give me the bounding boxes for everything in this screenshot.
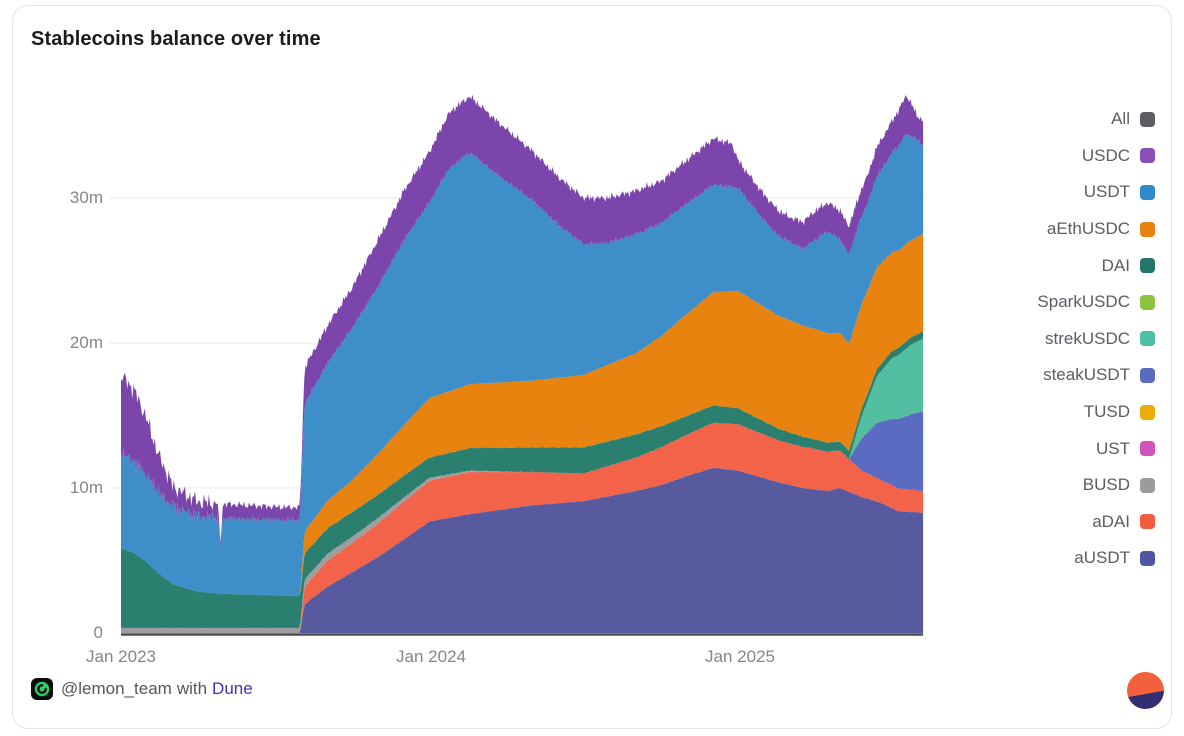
legend-swatch bbox=[1140, 111, 1155, 127]
x-tick-jan-2023: Jan 2023 bbox=[86, 647, 156, 666]
dune-logo-icon[interactable] bbox=[1127, 672, 1164, 709]
y-tick-0: 0 bbox=[93, 623, 103, 642]
legend-swatch bbox=[1140, 514, 1155, 530]
area-series-USDC[interactable] bbox=[121, 94, 924, 547]
legend-item-tusd[interactable]: TUSD bbox=[1037, 394, 1155, 431]
legend-label: TUSD bbox=[1083, 402, 1130, 422]
legend-swatch bbox=[1140, 404, 1155, 420]
legend-label: DAI bbox=[1101, 255, 1130, 275]
area-series-USDT[interactable] bbox=[121, 133, 924, 597]
legend-label: UST bbox=[1096, 438, 1130, 458]
attribution-connector: with bbox=[176, 679, 208, 698]
area-series-DAI[interactable] bbox=[121, 331, 924, 629]
legend-item-ust[interactable]: UST bbox=[1037, 430, 1155, 467]
legend-item-adai[interactable]: aDAI bbox=[1037, 504, 1155, 541]
legend-item-ausdt[interactable]: aUSDT bbox=[1037, 540, 1155, 577]
legend-item-usdc[interactable]: USDC bbox=[1037, 138, 1155, 175]
area-series-aDAI[interactable] bbox=[121, 422, 924, 633]
legend-swatch bbox=[1140, 331, 1155, 347]
legend-swatch bbox=[1140, 184, 1155, 200]
legend-item-dai[interactable]: DAI bbox=[1037, 247, 1155, 284]
y-tick-20m: 20m bbox=[69, 333, 103, 352]
legend-item-usdt[interactable]: USDT bbox=[1037, 174, 1155, 211]
x-tick-jan-2025: Jan 2025 bbox=[705, 647, 775, 666]
legend-swatch bbox=[1140, 550, 1155, 566]
legend-label: aUSDT bbox=[1074, 548, 1130, 568]
legend-swatch bbox=[1140, 367, 1155, 383]
legend-swatch bbox=[1140, 148, 1155, 164]
legend-item-all[interactable]: All bbox=[1037, 101, 1155, 138]
legend-swatch bbox=[1140, 294, 1155, 310]
legend-label: SparkUSDC bbox=[1037, 292, 1130, 312]
y-tick-30m: 30m bbox=[69, 188, 103, 207]
legend-item-sparkusdc[interactable]: SparkUSDC bbox=[1037, 284, 1155, 321]
chart-card: Stablecoins balance over time 0 10m 20m … bbox=[12, 5, 1172, 729]
legend-swatch bbox=[1140, 221, 1155, 237]
legend-item-aethusdc[interactable]: aEthUSDC bbox=[1037, 211, 1155, 248]
attribution-footer: @lemon_team with Dune bbox=[31, 678, 253, 700]
chart-svg bbox=[109, 94, 924, 636]
legend-label: USDT bbox=[1083, 182, 1130, 202]
area-series-aEthUSDC[interactable] bbox=[121, 233, 924, 597]
area-series-aUSDT[interactable] bbox=[121, 467, 924, 633]
attribution-handle: @lemon_team bbox=[61, 679, 172, 698]
dune-link[interactable]: Dune bbox=[212, 679, 253, 698]
chart-title: Stablecoins balance over time bbox=[31, 28, 321, 50]
y-tick-10m: 10m bbox=[69, 478, 103, 497]
legend-label: aEthUSDC bbox=[1046, 219, 1130, 239]
legend-label: steakUSDT bbox=[1043, 365, 1130, 385]
legend-swatch bbox=[1140, 441, 1155, 457]
legend-swatch bbox=[1140, 477, 1155, 493]
legend-label: All bbox=[1111, 109, 1130, 129]
lemon-team-logo-icon bbox=[31, 678, 53, 700]
legend-item-busd[interactable]: BUSD bbox=[1037, 467, 1155, 504]
legend-item-strekusdc[interactable]: strekUSDC bbox=[1037, 321, 1155, 358]
legend-item-steakusdt[interactable]: steakUSDT bbox=[1037, 357, 1155, 394]
legend-swatch bbox=[1140, 258, 1155, 274]
legend-label: aDAI bbox=[1092, 511, 1130, 531]
x-tick-jan-2024: Jan 2024 bbox=[396, 647, 466, 666]
legend-label: BUSD bbox=[1082, 475, 1130, 495]
legend-label: USDC bbox=[1081, 145, 1130, 165]
legend-label: strekUSDC bbox=[1044, 328, 1130, 348]
chart-legend: All USDC USDT aEthUSDC DAI SparkUSDC str… bbox=[1037, 101, 1155, 577]
